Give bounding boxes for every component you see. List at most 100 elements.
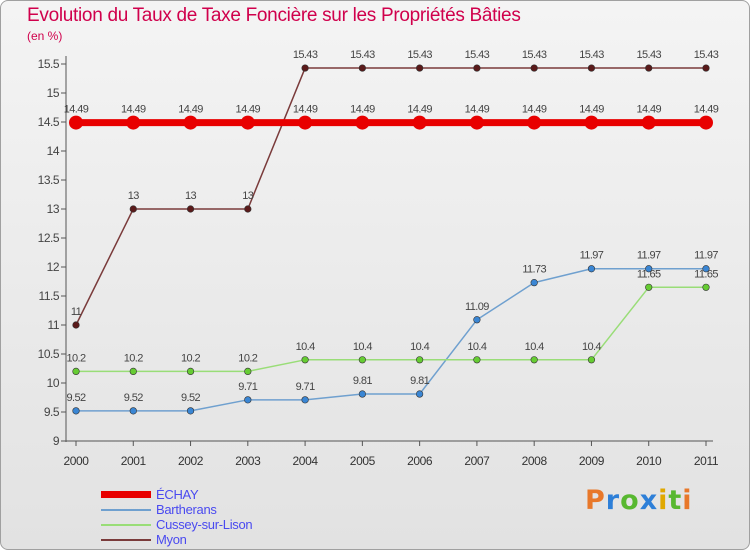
data-point-cussey-sur-lison [473, 356, 481, 364]
data-point-myon [72, 321, 80, 329]
data-label-chay: 14.49 [694, 104, 719, 116]
data-label-myon: 13 [242, 190, 254, 202]
data-label-cussey-sur-lison: 10.2 [238, 352, 257, 364]
data-label-cussey-sur-lison: 10.2 [66, 352, 85, 364]
x-tick-label: 2001 [121, 454, 147, 468]
legend-label-cussey-sur-lison: Cussey-sur-Lison [156, 517, 253, 532]
data-label-cussey-sur-lison: 10.2 [124, 352, 143, 364]
data-point-bartherans [645, 265, 653, 273]
data-point-chay [469, 115, 484, 130]
legend-swatch-myon [101, 539, 151, 541]
series-line-myon [75, 67, 706, 326]
data-label-chay: 14.49 [293, 104, 318, 116]
x-tick-label: 2004 [293, 454, 319, 468]
data-label-chay: 14.49 [522, 104, 547, 116]
data-point-chay [183, 115, 198, 130]
data-point-chay [412, 115, 427, 130]
data-point-myon [416, 64, 424, 72]
data-point-chay [355, 115, 370, 130]
data-label-bartherans: 9.52 [181, 392, 200, 404]
y-tick-label: 13.5 [38, 173, 60, 187]
data-point-bartherans [702, 265, 710, 273]
data-point-bartherans [129, 407, 137, 415]
data-point-chay [298, 115, 313, 130]
y-tick-label: 10 [47, 376, 60, 390]
data-point-bartherans [416, 390, 424, 398]
data-label-cussey-sur-lison: 10.4 [353, 341, 372, 353]
data-label-chay: 14.49 [465, 104, 490, 116]
data-label-cussey-sur-lison: 10.4 [467, 341, 486, 353]
data-label-chay: 14.49 [350, 104, 375, 116]
y-tick-label: 14 [47, 144, 60, 158]
logo-letter: r [605, 485, 621, 516]
data-point-cussey-sur-lison [416, 356, 424, 364]
data-label-myon: 15.43 [694, 49, 719, 61]
data-point-cussey-sur-lison [244, 367, 252, 376]
data-point-bartherans [186, 407, 195, 415]
x-tick-label: 2002 [178, 454, 204, 468]
data-point-chay [126, 115, 141, 130]
x-tick-label: 2000 [63, 454, 89, 468]
logo-letter: P [585, 485, 606, 516]
data-label-bartherans: 9.81 [410, 375, 429, 387]
data-label-bartherans: 11.97 [580, 250, 604, 262]
y-tick-label: 12.5 [38, 231, 60, 245]
data-point-myon [129, 205, 137, 213]
data-label-myon: 15.43 [579, 49, 604, 61]
legend-label-bartherans: Bartherans [156, 502, 217, 517]
data-point-chay [240, 115, 255, 130]
data-point-bartherans [358, 390, 366, 398]
proxiti-logo[interactable]: Proxiti [585, 485, 693, 516]
data-label-cussey-sur-lison: 10.4 [296, 341, 315, 353]
x-tick-label: 2011 [694, 454, 719, 468]
data-label-myon: 15.43 [293, 49, 318, 61]
data-point-bartherans [587, 265, 596, 273]
data-point-myon [702, 64, 710, 72]
data-point-cussey-sur-lison [301, 356, 309, 364]
data-point-myon [358, 64, 366, 72]
data-point-chay [641, 115, 656, 130]
data-point-bartherans [72, 407, 80, 415]
legend-swatch-echay [101, 491, 151, 498]
legend-label-myon: Myon [156, 532, 187, 547]
y-tick-label: 11.5 [39, 289, 60, 303]
data-point-chay [527, 115, 542, 130]
data-point-myon [473, 64, 481, 72]
series-line-cussey-sur-lison [76, 286, 706, 373]
data-point-chay [69, 115, 83, 130]
y-unit-label: (en %) [27, 29, 63, 43]
data-point-cussey-sur-lison [186, 367, 195, 376]
data-point-cussey-sur-lison [530, 356, 538, 364]
data-point-myon [244, 205, 252, 213]
data-point-cussey-sur-lison [645, 283, 653, 291]
legend-swatch-cussey-sur-lison [101, 524, 151, 526]
logo-letter: i [658, 485, 669, 516]
x-tick-label: 2008 [522, 454, 548, 468]
data-point-myon [645, 64, 653, 72]
y-tick-label: 11 [48, 318, 60, 332]
data-point-cussey-sur-lison [587, 356, 596, 364]
data-label-chay: 14.49 [178, 104, 203, 116]
data-label-myon: 15.43 [636, 49, 661, 61]
data-label-myon: 13 [185, 190, 197, 202]
y-tick-label: 15.5 [38, 57, 60, 71]
data-point-cussey-sur-lison [72, 367, 80, 376]
x-tick-label: 2003 [235, 454, 261, 468]
data-point-bartherans [244, 396, 252, 404]
x-tick-label: 2006 [407, 454, 433, 468]
y-tick-label: 14.5 [38, 115, 60, 129]
data-label-cussey-sur-lison: 11.65 [694, 268, 718, 280]
series-line-bartherans [76, 267, 706, 412]
y-tick-label: 10.5 [38, 347, 60, 361]
data-label-cussey-sur-lison: 10.2 [181, 352, 200, 364]
data-point-chay [699, 115, 713, 130]
data-label-bartherans: 9.52 [66, 392, 85, 404]
data-label-chay: 14.49 [121, 104, 146, 116]
data-label-myon: 15.43 [350, 49, 375, 61]
data-point-cussey-sur-lison [702, 283, 710, 291]
legend-swatch-bartherans [101, 509, 151, 511]
data-label-chay: 14.49 [636, 104, 661, 116]
data-label-myon: 15.43 [522, 49, 547, 61]
